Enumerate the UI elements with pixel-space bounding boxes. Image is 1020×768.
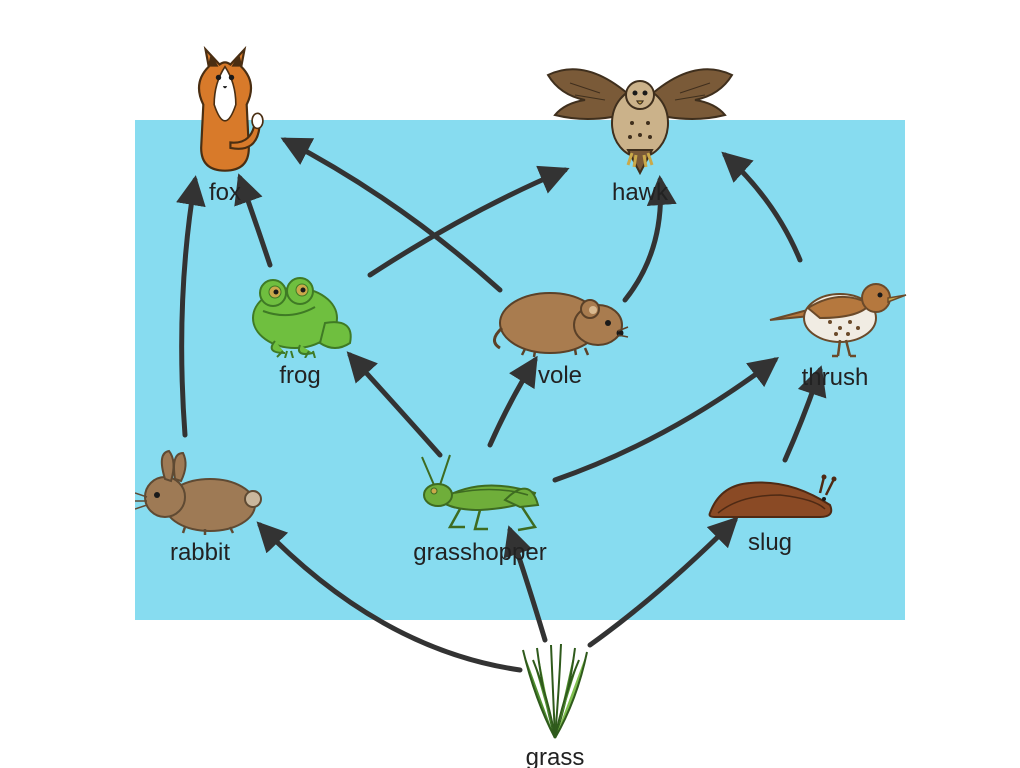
node-thrush: thrush	[755, 260, 915, 392]
grasshopper-icon	[410, 445, 550, 535]
node-label: thrush	[755, 364, 915, 392]
node-slug: slug	[690, 455, 850, 557]
node-grass: grass	[475, 640, 635, 768]
node-label: hawk	[540, 179, 740, 207]
node-fox: fox	[145, 45, 305, 207]
node-label: rabbit	[120, 539, 280, 567]
thrush-icon	[760, 260, 910, 360]
vole-icon	[490, 273, 630, 358]
node-hawk: hawk	[540, 45, 740, 207]
hawk-icon	[540, 45, 740, 175]
rabbit-icon	[135, 445, 265, 535]
node-label: slug	[690, 529, 850, 557]
node-rabbit: rabbit	[120, 445, 280, 567]
node-label: grass	[475, 744, 635, 768]
node-label: vole	[480, 362, 640, 390]
node-frog: frog	[220, 263, 380, 390]
slug-icon	[700, 455, 840, 525]
node-label: fox	[145, 179, 305, 207]
fox-icon	[170, 45, 280, 175]
grass-icon	[515, 640, 595, 740]
node-label: frog	[220, 362, 380, 390]
node-label: grasshopper	[400, 539, 560, 567]
frog-icon	[235, 263, 365, 358]
node-grasshopper: grasshopper	[400, 445, 560, 567]
node-vole: vole	[480, 273, 640, 390]
